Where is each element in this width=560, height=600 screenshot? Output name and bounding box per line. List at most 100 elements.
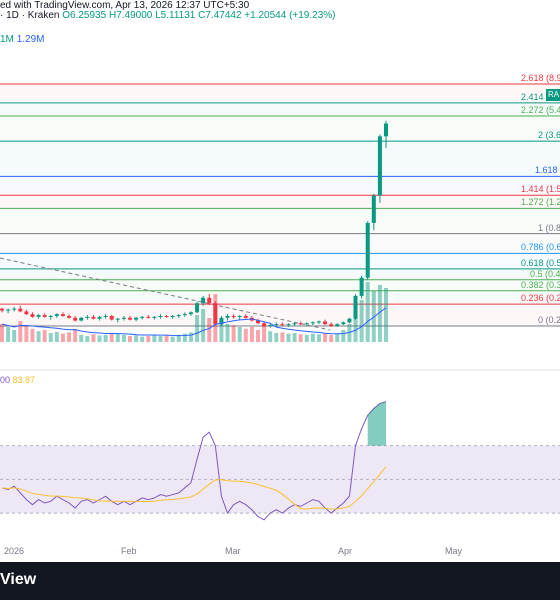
volume-bar-23 xyxy=(140,336,145,342)
candle-body-10 xyxy=(60,314,65,316)
candle-body-49 xyxy=(298,323,303,325)
header-change: +1.20544 (+19.23%) xyxy=(244,10,336,21)
candle-body-22 xyxy=(134,317,139,320)
volume-bar-61 xyxy=(371,291,376,342)
chart-canvas[interactable] xyxy=(0,0,560,562)
volume-bar-31 xyxy=(188,332,193,342)
volume-bar-40 xyxy=(243,328,248,342)
candle-body-61 xyxy=(371,195,376,223)
candle-body-44 xyxy=(268,325,273,327)
candle-body-35 xyxy=(213,303,218,325)
fib-zone-12 xyxy=(0,304,560,326)
volume-ma-line xyxy=(1,307,387,337)
candle-body-40 xyxy=(243,315,248,318)
candle-body-2 xyxy=(12,308,17,310)
header-open: O6.25935 xyxy=(62,10,107,21)
candle-body-5 xyxy=(30,314,35,317)
volume-bar-6 xyxy=(36,331,41,342)
x-tick-0: 2026 xyxy=(4,546,25,556)
rsi-label: 00 83.87 xyxy=(0,375,35,385)
fib-zone-8 xyxy=(0,253,560,269)
candle-body-48 xyxy=(292,323,297,325)
header-exchange: · 1D · Kraken xyxy=(0,10,60,21)
candle-body-27 xyxy=(164,315,169,317)
volume-bar-46 xyxy=(280,332,285,342)
fib-zone-6 xyxy=(0,208,560,234)
volume-bar-45 xyxy=(274,333,279,342)
volume-bar-37 xyxy=(225,324,230,342)
volume-bar-44 xyxy=(268,331,273,342)
volume-bar-36 xyxy=(219,321,224,342)
volume-bar-29 xyxy=(176,334,181,342)
volume-bar-10 xyxy=(60,333,65,342)
header-volume-b: 1.29M xyxy=(16,34,45,45)
rsi-overbought-fill xyxy=(367,401,386,446)
volume-bar-54 xyxy=(329,334,334,342)
volume-bar-11 xyxy=(67,332,72,342)
x-tick-1: Feb xyxy=(121,546,137,556)
volume-bar-28 xyxy=(170,336,175,342)
volume-bar-21 xyxy=(128,336,132,342)
candle-body-21 xyxy=(128,317,132,320)
candle-body-29 xyxy=(176,315,181,317)
fib-zone-4 xyxy=(0,176,560,196)
rsi-band xyxy=(0,445,560,514)
candle-body-25 xyxy=(152,316,157,318)
header-ohlc-line: · 1D · Kraken O6.25935 H7.49000 L5.11131… xyxy=(0,10,335,21)
volume-bar-0 xyxy=(0,324,4,342)
volume-bar-53 xyxy=(323,333,328,342)
candle-body-4 xyxy=(24,311,29,315)
x-tick-4: May xyxy=(445,546,463,556)
candle-body-30 xyxy=(182,314,187,316)
volume-bar-27 xyxy=(164,335,169,342)
candle-body-33 xyxy=(201,297,206,304)
fib-zone-9 xyxy=(0,268,560,280)
candle-body-11 xyxy=(67,315,72,318)
volume-bar-25 xyxy=(152,334,157,342)
volume-bar-12 xyxy=(73,328,78,342)
header-source-line: ed with TradingView.com, Apr 13, 2026 12… xyxy=(0,0,250,11)
volume-bar-14 xyxy=(85,336,90,342)
candle-body-63 xyxy=(384,123,388,137)
candle-body-18 xyxy=(109,315,114,320)
candle-body-15 xyxy=(91,316,96,319)
volume-bar-48 xyxy=(292,333,297,342)
volume-bar-7 xyxy=(42,330,47,342)
price-badge: RA xyxy=(546,89,560,101)
fib-zone-2 xyxy=(0,115,560,142)
fib-zone-11 xyxy=(0,290,560,305)
candle-body-1 xyxy=(6,309,11,311)
volume-bar-33 xyxy=(201,309,206,342)
fib-label-0: 2.618 (8.9 xyxy=(521,73,560,83)
candle-body-56 xyxy=(341,322,346,325)
volume-bar-4 xyxy=(24,325,29,342)
trendline xyxy=(0,257,331,331)
candle-body-23 xyxy=(140,316,145,318)
header-volume-line: 1M 1.29M xyxy=(0,34,44,45)
volume-bar-41 xyxy=(249,327,254,342)
volume-bar-22 xyxy=(134,335,139,342)
fib-zone-5 xyxy=(0,195,560,209)
volume-bar-2 xyxy=(12,330,17,342)
fib-label-7: 1 (0.8 xyxy=(538,222,560,233)
header-high: H7.49000 xyxy=(108,10,153,21)
volume-bar-13 xyxy=(79,334,84,342)
candle-body-12 xyxy=(73,317,78,321)
fib-zone-7 xyxy=(0,233,560,254)
volume-bar-8 xyxy=(48,333,53,342)
candle-body-45 xyxy=(274,324,279,326)
candle-body-53 xyxy=(323,321,328,325)
candle-body-3 xyxy=(18,308,23,312)
fib-label-6: 1.272 (1.2 xyxy=(521,197,560,208)
candle-body-28 xyxy=(170,315,175,317)
volume-bar-9 xyxy=(54,331,59,342)
candle-body-16 xyxy=(97,316,102,319)
candle-body-0 xyxy=(0,308,4,311)
candle-body-51 xyxy=(310,322,315,324)
fib-label-3: 2 (3.68 xyxy=(538,130,560,141)
fib-zone-1 xyxy=(0,102,560,116)
candle-body-62 xyxy=(377,136,382,196)
fib-label-5: 1.414 (1.5 xyxy=(521,184,560,195)
header-volume-a: 1M xyxy=(0,34,14,45)
candle-body-31 xyxy=(188,312,193,315)
